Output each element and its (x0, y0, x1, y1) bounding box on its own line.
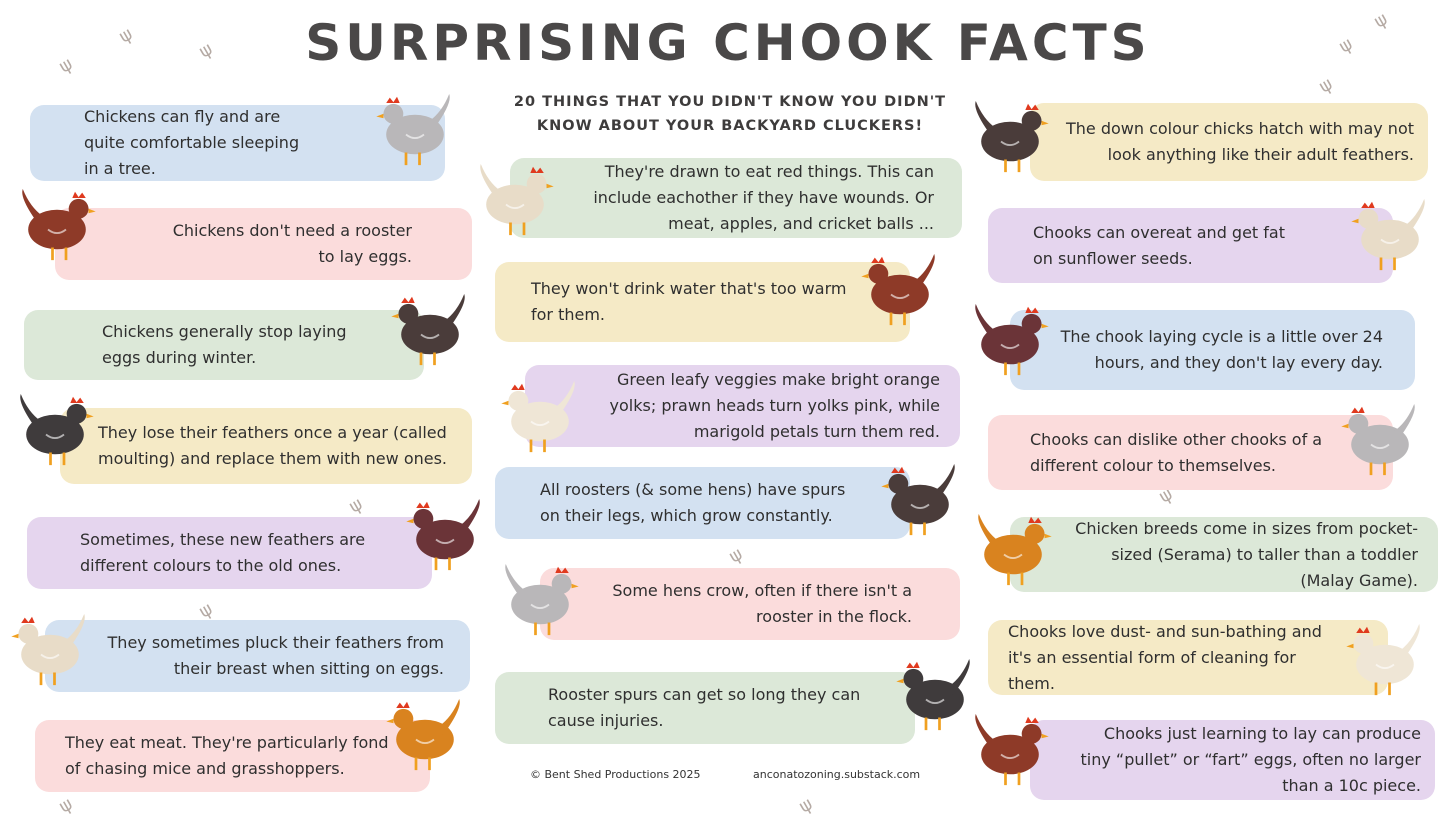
dark-hen-nest-icon (389, 292, 467, 367)
red-hen-icon (859, 252, 937, 327)
fact-text: Green leafy veggies make bright orange y… (609, 370, 940, 441)
grey-hen-icon (374, 92, 452, 167)
fact-card: All roosters (& some hens) have spurs on… (495, 467, 910, 539)
fact-card: They're drawn to eat red things. This ca… (510, 158, 962, 238)
fact-text: They won't drink water that's too warm f… (531, 279, 847, 324)
maroon-hen-icon (973, 302, 1051, 377)
fact-text: They sometimes pluck their feathers from… (107, 633, 444, 678)
footprint-icon: ψ (55, 793, 77, 818)
substack-link[interactable]: anconatozoning.substack.com (753, 768, 921, 781)
dark-hen-nest-icon (973, 99, 1051, 174)
fact-text: Chooks love dust- and sun-bathing and it… (1008, 621, 1322, 693)
fact-card: Chooks can overeat and get fat on sunflo… (988, 208, 1393, 283)
fact-card: Green leafy veggies make bright orange y… (525, 365, 960, 447)
fact-card: Chooks can dislike other chooks of a dif… (988, 415, 1393, 490)
egg-nest-icon (1344, 622, 1422, 697)
speckled-hen-nest-icon (478, 162, 556, 237)
fact-text: They lose their feathers once a year (ca… (98, 423, 448, 468)
footprint-icon: ψ (725, 543, 747, 568)
fact-card: Chooks love dust- and sun-bathing and it… (988, 620, 1388, 695)
orange-hen-icon (384, 697, 462, 772)
fact-card: Chickens don't need a rooster to lay egg… (55, 208, 472, 280)
fact-card: They eat meat. They're particularly fond… (35, 720, 430, 792)
footprint-icon: ψ (195, 598, 217, 623)
footprint-icon: ψ (1315, 73, 1337, 98)
page-title: Surprising Chook Facts (305, 14, 1151, 72)
fact-card: They lose their feathers once a year (ca… (60, 408, 472, 484)
subtitle-line: 20 things that you didn't know you didn'… (513, 94, 947, 110)
fact-text: Chooks can dislike other chooks of a dif… (1030, 429, 1323, 475)
fact-card: Some hens crow, often if there isn't a r… (540, 568, 960, 640)
fact-text: Rooster spurs can get so long they can c… (548, 685, 861, 730)
grey-hen-icon (1339, 402, 1417, 477)
fact-text: Sometimes, these new feathers are differ… (80, 530, 366, 575)
grey-hen-icon (503, 562, 581, 637)
fact-card: They won't drink water that's too warm f… (495, 262, 910, 342)
dark-hen-nest-icon (879, 462, 957, 537)
fact-card: Sometimes, these new feathers are differ… (27, 517, 432, 589)
subtitle-line: know about your backyard cluckers! (536, 118, 924, 134)
fact-text: They're drawn to eat red things. This ca… (593, 162, 934, 233)
black-hen-icon (18, 392, 96, 467)
fact-text: The down colour chicks hatch with may no… (1065, 119, 1414, 164)
fact-text: Chickens generally stop laying eggs duri… (102, 322, 347, 367)
egg-nest-icon (499, 379, 577, 454)
fact-card: Rooster spurs can get so long they can c… (495, 672, 915, 744)
red-hen-icon (973, 712, 1051, 787)
maroon-hen-icon (404, 497, 482, 572)
fact-text: Some hens crow, often if there isn't a r… (612, 581, 912, 626)
fact-card: Chooks just learning to lay can produce … (1030, 720, 1435, 800)
orange-hen-icon (976, 512, 1054, 587)
fact-card: The chook laying cycle is a little over … (1010, 310, 1415, 390)
fact-card: Chickens generally stop laying eggs duri… (24, 310, 424, 380)
fact-card: Chickens can fly and are quite comfortab… (30, 105, 445, 181)
fact-text: Chicken breeds come in sizes from pocket… (1075, 518, 1418, 590)
footprint-icon: ψ (345, 493, 367, 518)
fact-card: Chicken breeds come in sizes from pocket… (1010, 517, 1438, 592)
fact-text: Chickens can fly and are quite comfortab… (84, 107, 300, 178)
speckled-hen-nest-icon (1349, 197, 1427, 272)
fact-text: All roosters (& some hens) have spurs on… (540, 480, 846, 525)
fact-text: Chooks just learning to lay can produce … (1080, 724, 1421, 795)
page-subtitle: 20 things that you didn't know you didn'… (500, 90, 960, 138)
fact-text: Chooks can overeat and get fat on sunflo… (1033, 222, 1285, 268)
footprint-icon: ψ (795, 793, 817, 818)
fact-card: They sometimes pluck their feathers from… (45, 620, 470, 692)
fact-text: They eat meat. They're particularly fond… (65, 733, 389, 778)
fact-text: The chook laying cycle is a little over … (1060, 327, 1383, 372)
footer-link-wrap: anconatozoning.substack.com (753, 768, 920, 781)
fact-card: The down colour chicks hatch with may no… (1030, 103, 1428, 181)
red-hen-icon (20, 187, 98, 262)
speckled-hen-nest-icon (9, 612, 87, 687)
copyright: © Bent Shed Productions 2025 (530, 768, 701, 781)
fact-text: Chickens don't need a rooster to lay egg… (172, 221, 412, 266)
